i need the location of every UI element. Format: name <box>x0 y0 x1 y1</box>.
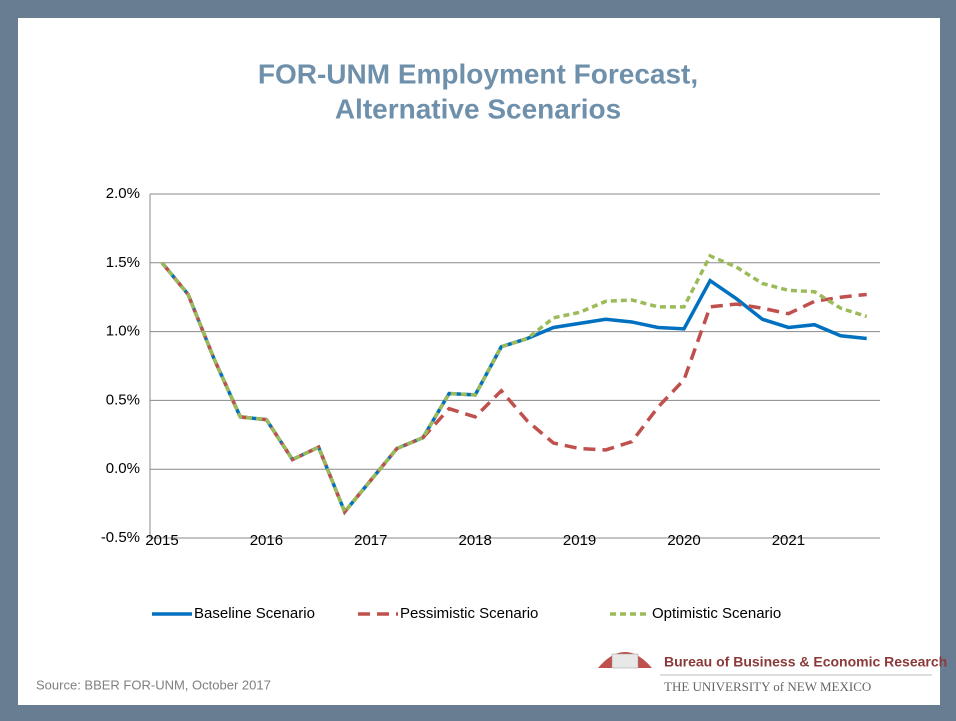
series-line <box>160 253 868 516</box>
legend-label: Pessimistic Scenario <box>400 605 538 622</box>
legend-label: Optimistic Scenario <box>652 605 781 622</box>
y-tick-label: -0.5% <box>101 529 140 546</box>
logo-icon <box>611 653 639 669</box>
series-line <box>160 261 867 516</box>
chart-title: Alternative Scenarios <box>335 93 621 124</box>
logo-text: Bureau of Business & Economic Research <box>664 654 947 670</box>
x-tick-label: 2016 <box>250 532 283 549</box>
x-tick-label: 2015 <box>145 532 178 549</box>
x-tick-label: 2021 <box>772 532 805 549</box>
source-note: Source: BBER FOR-UNM, October 2017 <box>36 677 271 692</box>
y-tick-label: 1.0% <box>106 323 140 340</box>
x-tick-label: 2019 <box>563 532 596 549</box>
logo-text: THE UNIVERSITY of NEW MEXICO <box>664 679 871 694</box>
x-tick-label: 2020 <box>667 532 700 549</box>
logo: Bureau of Business & Economic Research T… <box>598 652 947 694</box>
y-tick-label: 0.0% <box>106 460 140 477</box>
legend-label: Baseline Scenario <box>194 605 315 622</box>
y-tick-label: 0.5% <box>106 391 140 408</box>
x-tick-label: 2018 <box>459 532 492 549</box>
chart-title: FOR-UNM Employment Forecast, <box>258 58 698 89</box>
x-tick-label: 2017 <box>354 532 387 549</box>
slide-body <box>18 18 940 705</box>
y-tick-label: 2.0% <box>106 185 140 202</box>
y-tick-label: 1.5% <box>106 254 140 271</box>
